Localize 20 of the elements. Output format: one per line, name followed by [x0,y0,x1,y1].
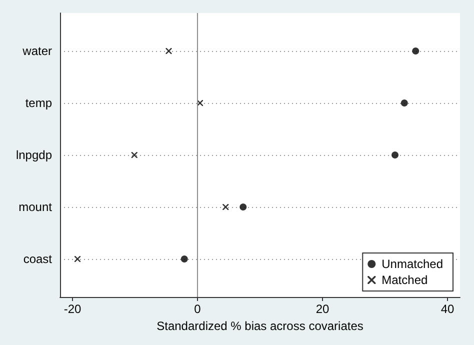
y-tick-label: temp [25,96,52,110]
x-tick-label: 20 [316,302,330,316]
point [222,204,229,210]
y-tick-label: water [22,44,52,58]
x-tick-label: 40 [440,302,454,316]
point [131,152,138,158]
point [166,48,172,54]
point [240,204,247,211]
y-tick-label: mount [18,200,53,214]
point [392,152,398,158]
legend-label: Unmatched [382,257,444,271]
point [412,47,420,54]
x-tick-label: 0 [194,302,202,316]
y-tick-label: coast [23,252,53,266]
point [400,99,408,106]
x-axis-title: Standardized % bias across covariates [156,318,364,333]
x-tick-label: -20 [64,302,82,316]
point [180,256,188,263]
legend-label: Matched [382,273,428,287]
y-tick-label: lnpgdp [16,148,52,162]
